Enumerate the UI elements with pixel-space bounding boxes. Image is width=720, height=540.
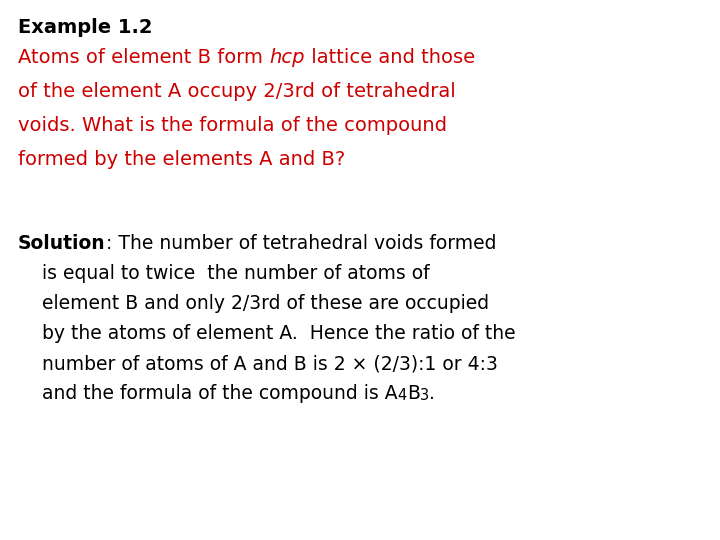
Text: .: .	[429, 384, 435, 403]
Text: Solution: Solution	[18, 234, 106, 253]
Text: Atoms of element B form: Atoms of element B form	[18, 48, 269, 67]
Text: Example 1.2: Example 1.2	[18, 18, 153, 37]
Text: by the atoms of element A.  Hence the ratio of the: by the atoms of element A. Hence the rat…	[42, 324, 516, 343]
Text: voids. What is the formula of the compound: voids. What is the formula of the compou…	[18, 116, 447, 135]
Text: formed by the elements A and B?: formed by the elements A and B?	[18, 150, 346, 169]
Text: 3: 3	[420, 388, 429, 403]
Text: lattice and those: lattice and those	[305, 48, 474, 67]
Text: element B and only 2/3rd of these are occupied: element B and only 2/3rd of these are oc…	[42, 294, 489, 313]
Text: hcp: hcp	[269, 48, 305, 67]
Text: number of atoms of A and B is 2 × (2/3):1 or 4:3: number of atoms of A and B is 2 × (2/3):…	[42, 354, 498, 373]
Text: is equal to twice  the number of atoms of: is equal to twice the number of atoms of	[42, 264, 430, 283]
Text: : The number of tetrahedral voids formed: : The number of tetrahedral voids formed	[106, 234, 496, 253]
Text: 4: 4	[397, 388, 407, 403]
Text: of the element A occupy 2/3rd of tetrahedral: of the element A occupy 2/3rd of tetrahe…	[18, 82, 456, 101]
Text: B: B	[407, 384, 420, 403]
Text: and the formula of the compound is A: and the formula of the compound is A	[42, 384, 397, 403]
